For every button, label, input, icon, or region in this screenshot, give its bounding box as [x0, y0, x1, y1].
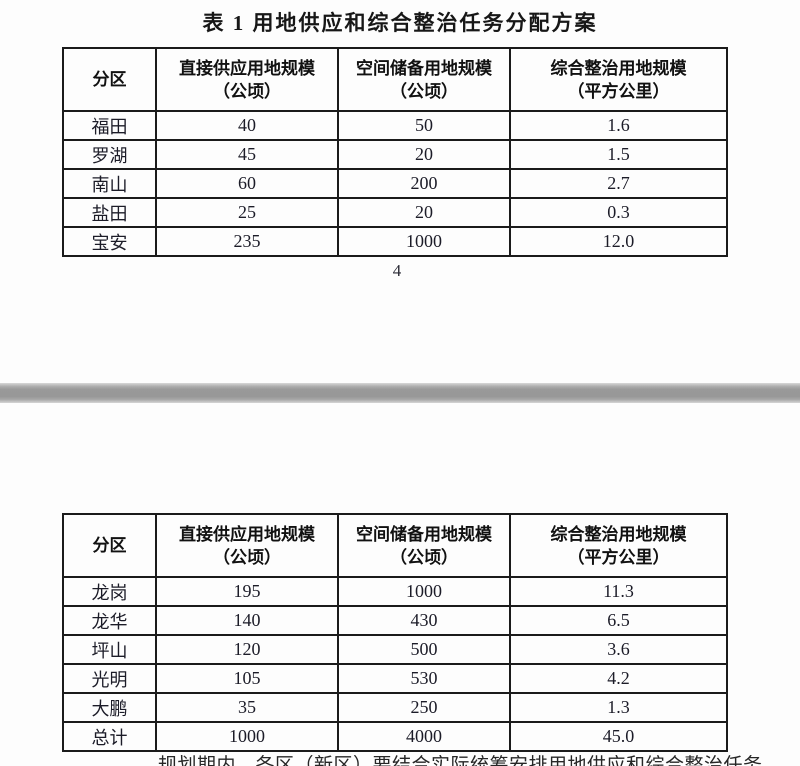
value-cell: 4.2 [509, 663, 728, 694]
column-header-comprehensive: 综合整治用地规模 （平方公里） [509, 513, 728, 578]
district-cell: 南山 [62, 168, 157, 199]
column-header-direct-supply: 直接供应用地规模 （公顷） [155, 47, 339, 112]
column-header-direct-supply: 直接供应用地规模 （公顷） [155, 513, 339, 578]
district-cell: 大鹏 [62, 692, 157, 723]
table-title: 表 1 用地供应和综合整治任务分配方案 [202, 11, 598, 35]
value-cell: 1.3 [509, 692, 728, 723]
header-row: 分区 直接供应用地规模 （公顷） 空间储备用地规模 （公顷） 综合整治用地规模 … [62, 47, 728, 112]
header-line1: 空间储备用地规模 [356, 58, 492, 78]
value-cell: 200 [337, 168, 511, 199]
value-cell: 530 [337, 663, 511, 694]
column-header-comprehensive: 综合整治用地规模 （平方公里） [509, 47, 728, 112]
column-header-district: 分区 [62, 47, 157, 112]
value-cell: 20 [337, 139, 511, 170]
value-cell: 430 [337, 605, 511, 636]
value-cell: 195 [155, 576, 339, 607]
district-cell: 罗湖 [62, 139, 157, 170]
value-cell: 1000 [155, 721, 339, 752]
column-header-space-reserve: 空间储备用地规模 （公顷） [337, 47, 511, 112]
value-cell: 1000 [337, 576, 511, 607]
header-line2: （公顷） [213, 547, 281, 567]
district-cell: 总计 [62, 721, 157, 752]
value-cell: 45.0 [509, 721, 728, 752]
column-header-district: 分区 [62, 513, 157, 578]
district-cell: 龙岗 [62, 576, 157, 607]
district-cell: 宝安 [62, 226, 157, 257]
value-cell: 120 [155, 634, 339, 665]
header-line2: （平方公里） [567, 547, 670, 567]
allocation-table-page5-wrap: 分区 直接供应用地规模 （公顷） 空间储备用地规模 （公顷） 综合整治用地规模 … [62, 513, 728, 752]
allocation-table-page5: 分区 直接供应用地规模 （公顷） 空间储备用地规模 （公顷） 综合整治用地规模 … [62, 513, 728, 752]
value-cell: 500 [337, 634, 511, 665]
table-row-guangming: 光明 105 530 4.2 [62, 663, 728, 694]
district-cell: 光明 [62, 663, 157, 694]
value-cell: 1.6 [509, 110, 728, 141]
header-line1: 直接供应用地规模 [179, 524, 315, 544]
value-cell: 40 [155, 110, 339, 141]
table-row-futian: 福田 40 50 1.6 [62, 110, 728, 141]
page-number: 4 [392, 261, 402, 280]
clipped-body-text: 规划期内，各区（新区）要结合实际统筹安排用地供应和综合整治任务 [158, 755, 763, 766]
page-break-divider [0, 383, 800, 403]
value-cell: 235 [155, 226, 339, 257]
allocation-table-page4: 分区 直接供应用地规模 （公顷） 空间储备用地规模 （公顷） 综合整治用地规模 … [62, 47, 728, 257]
value-cell: 0.3 [509, 197, 728, 228]
table-row-baoan: 宝安 235 1000 12.0 [62, 226, 728, 257]
header-line2: （公顷） [390, 81, 458, 101]
value-cell: 60 [155, 168, 339, 199]
value-cell: 140 [155, 605, 339, 636]
table-row-pingshan: 坪山 120 500 3.6 [62, 634, 728, 665]
table-row-nanshan: 南山 60 200 2.7 [62, 168, 728, 199]
value-cell: 1000 [337, 226, 511, 257]
table-row-longgang: 龙岗 195 1000 11.3 [62, 576, 728, 607]
header-line1: 综合整治用地规模 [550, 58, 687, 78]
district-cell: 盐田 [62, 197, 157, 228]
header-line2: （平方公里） [567, 81, 670, 101]
value-cell: 12.0 [509, 226, 728, 257]
value-cell: 20 [337, 197, 511, 228]
value-cell: 4000 [337, 721, 511, 752]
value-cell: 25 [155, 197, 339, 228]
value-cell: 3.6 [509, 634, 728, 665]
header-line2: （公顷） [213, 81, 281, 101]
table-row-total: 总计 1000 4000 45.0 [62, 721, 728, 752]
allocation-table-page4-wrap: 分区 直接供应用地规模 （公顷） 空间储备用地规模 （公顷） 综合整治用地规模 … [62, 47, 728, 257]
value-cell: 250 [337, 692, 511, 723]
value-cell: 2.7 [509, 168, 728, 199]
value-cell: 6.5 [509, 605, 728, 636]
table-row-longhua: 龙华 140 430 6.5 [62, 605, 728, 636]
column-header-space-reserve: 空间储备用地规模 （公顷） [337, 513, 511, 578]
value-cell: 1.5 [509, 139, 728, 170]
district-cell: 福田 [62, 110, 157, 141]
district-cell: 龙华 [62, 605, 157, 636]
header-line1: 综合整治用地规模 [550, 524, 687, 544]
table-row-dapeng: 大鹏 35 250 1.3 [62, 692, 728, 723]
table-row-yantian: 盐田 25 20 0.3 [62, 197, 728, 228]
district-cell: 坪山 [62, 634, 157, 665]
header-row: 分区 直接供应用地规模 （公顷） 空间储备用地规模 （公顷） 综合整治用地规模 … [62, 513, 728, 578]
value-cell: 35 [155, 692, 339, 723]
header-line1: 分区 [92, 70, 127, 89]
table-row-luohu: 罗湖 45 20 1.5 [62, 139, 728, 170]
header-line1: 分区 [92, 536, 127, 555]
value-cell: 105 [155, 663, 339, 694]
value-cell: 11.3 [509, 576, 728, 607]
value-cell: 45 [155, 139, 339, 170]
value-cell: 50 [337, 110, 511, 141]
header-line1: 直接供应用地规模 [179, 58, 315, 78]
header-line1: 空间储备用地规模 [356, 524, 492, 544]
header-line2: （公顷） [390, 547, 458, 567]
